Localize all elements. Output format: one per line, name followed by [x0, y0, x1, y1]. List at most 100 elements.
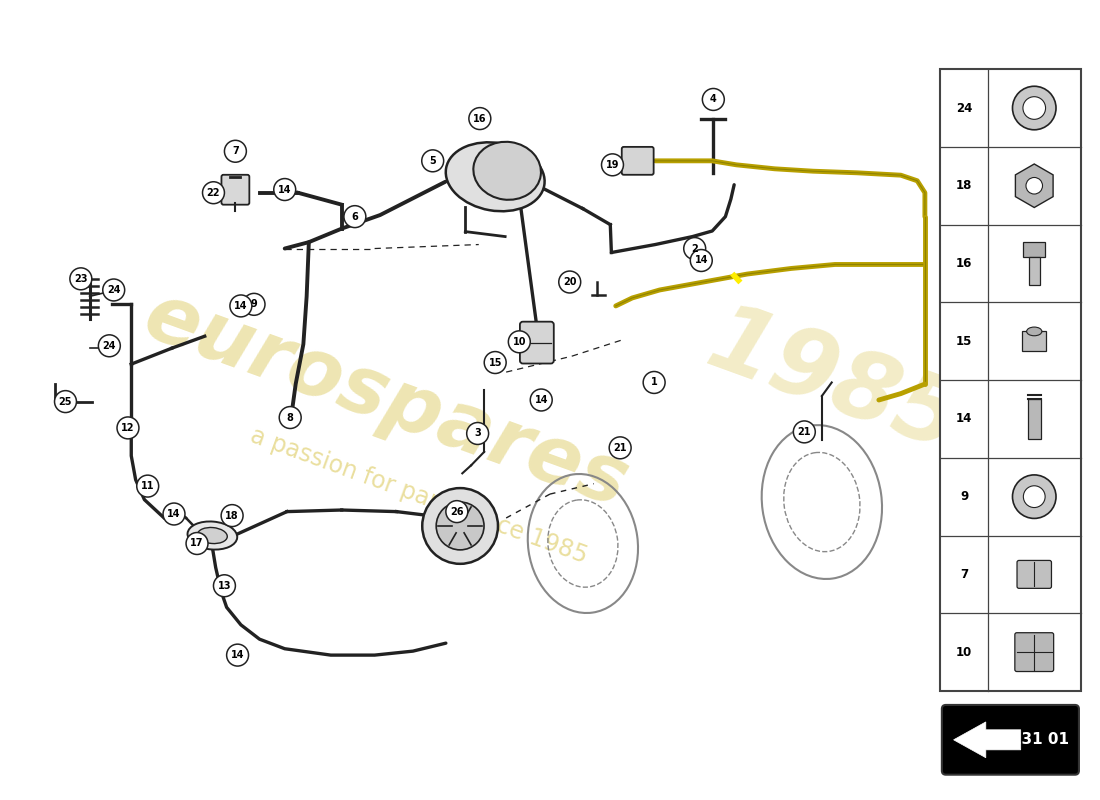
Text: 16: 16 [473, 114, 486, 123]
Ellipse shape [1026, 327, 1042, 336]
Text: 14: 14 [231, 650, 244, 660]
Text: 11: 11 [141, 481, 154, 491]
Text: 17: 17 [190, 538, 204, 549]
Circle shape [224, 140, 246, 162]
Circle shape [469, 108, 491, 130]
Circle shape [703, 89, 724, 110]
Circle shape [437, 502, 484, 550]
Text: 1985: 1985 [695, 296, 975, 472]
Text: 21: 21 [798, 427, 811, 437]
Circle shape [421, 150, 443, 172]
Text: 131 01: 131 01 [1011, 732, 1069, 747]
FancyBboxPatch shape [621, 147, 653, 174]
Circle shape [484, 351, 506, 374]
Text: 25: 25 [58, 397, 73, 406]
Circle shape [530, 389, 552, 411]
Text: 7: 7 [232, 146, 239, 156]
Text: 23: 23 [74, 274, 88, 284]
Text: 10: 10 [513, 337, 526, 347]
Circle shape [1023, 97, 1046, 119]
Ellipse shape [198, 527, 228, 543]
Text: 24: 24 [956, 102, 972, 114]
Circle shape [213, 574, 235, 597]
Circle shape [609, 437, 631, 458]
Circle shape [186, 533, 208, 554]
Text: 20: 20 [563, 277, 576, 287]
Circle shape [274, 178, 296, 201]
Text: 14: 14 [234, 301, 248, 311]
Text: 18: 18 [956, 179, 972, 192]
Circle shape [227, 644, 249, 666]
FancyBboxPatch shape [221, 174, 250, 205]
Circle shape [101, 340, 118, 356]
Circle shape [644, 371, 666, 394]
Text: 12: 12 [121, 423, 134, 433]
Circle shape [279, 406, 301, 429]
Text: 21: 21 [614, 443, 627, 453]
Circle shape [102, 279, 124, 301]
Text: 26: 26 [450, 506, 463, 517]
Circle shape [1012, 86, 1056, 130]
Circle shape [508, 331, 530, 353]
FancyBboxPatch shape [520, 322, 553, 363]
Text: 22: 22 [207, 188, 220, 198]
Bar [1023, 242, 1045, 257]
Circle shape [466, 422, 488, 445]
Circle shape [684, 238, 706, 259]
Circle shape [117, 417, 139, 439]
Text: 9: 9 [960, 490, 968, 503]
Text: 1: 1 [651, 378, 658, 387]
Text: 2: 2 [691, 243, 698, 254]
Text: 14: 14 [956, 413, 972, 426]
Text: 14: 14 [694, 255, 708, 266]
Circle shape [1023, 486, 1045, 507]
Circle shape [55, 390, 77, 413]
Text: 19: 19 [606, 160, 619, 170]
Text: 18: 18 [226, 510, 239, 521]
Circle shape [422, 488, 498, 564]
Circle shape [243, 294, 265, 315]
FancyBboxPatch shape [1018, 561, 1052, 588]
Text: 16: 16 [956, 257, 972, 270]
Bar [1027, 399, 1041, 438]
Text: 3: 3 [474, 429, 481, 438]
Text: a passion for parts since 1985: a passion for parts since 1985 [246, 423, 591, 568]
Ellipse shape [473, 142, 541, 200]
Text: 6: 6 [352, 212, 359, 222]
Text: 13: 13 [218, 581, 231, 590]
Circle shape [1012, 475, 1056, 518]
Text: 24: 24 [102, 341, 117, 350]
Circle shape [793, 421, 815, 443]
Circle shape [98, 335, 120, 357]
Circle shape [344, 206, 366, 228]
Text: 15: 15 [956, 334, 972, 348]
Text: 24: 24 [107, 285, 121, 295]
Circle shape [70, 268, 91, 290]
Text: 14: 14 [535, 395, 548, 405]
Text: 9: 9 [251, 299, 257, 310]
Text: eurospares: eurospares [133, 276, 638, 524]
Text: 10: 10 [956, 646, 972, 658]
Text: 4: 4 [710, 94, 717, 105]
Text: 8: 8 [287, 413, 294, 422]
Text: 5: 5 [429, 156, 436, 166]
Circle shape [136, 475, 158, 497]
Ellipse shape [187, 522, 238, 550]
Polygon shape [1015, 164, 1053, 207]
Bar [1028, 257, 1040, 286]
Circle shape [446, 501, 468, 522]
Text: 7: 7 [960, 568, 968, 581]
Circle shape [163, 503, 185, 525]
Bar [940, 69, 1080, 691]
FancyBboxPatch shape [1015, 633, 1054, 671]
Text: 15: 15 [488, 358, 502, 367]
Circle shape [230, 295, 252, 317]
Circle shape [559, 271, 581, 293]
Ellipse shape [446, 142, 544, 211]
Circle shape [106, 285, 122, 300]
FancyBboxPatch shape [942, 705, 1079, 774]
Text: 14: 14 [167, 509, 180, 519]
Circle shape [691, 250, 712, 271]
Text: 14: 14 [278, 185, 292, 194]
Circle shape [221, 505, 243, 526]
